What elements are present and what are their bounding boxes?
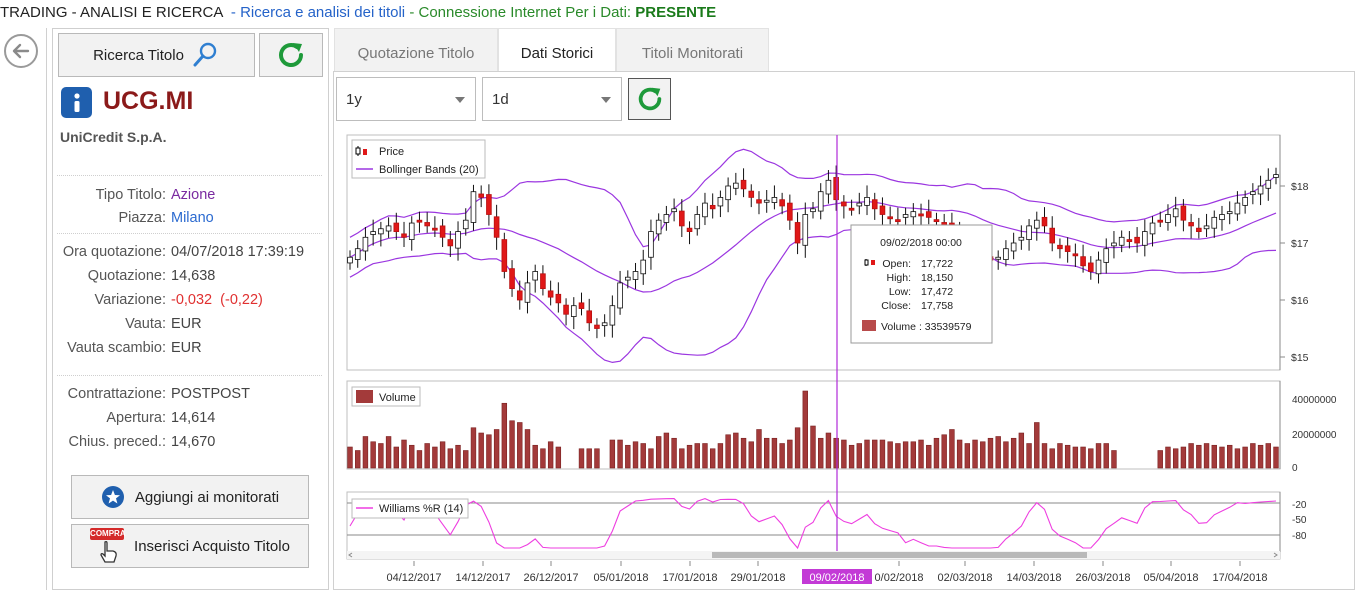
company-name: UniCredit S.p.A. [60, 129, 167, 145]
field-contrattazione: Contrattazione: POSTPOST [67, 386, 250, 402]
buy-badge: COMPRA [90, 528, 126, 540]
insert-purchase-label: Inserisci Acquisto Titolo [134, 537, 290, 555]
star-icon [101, 486, 124, 508]
stock-info-panel: Ricerca Titolo UCG.MI UniCredit S.p.A. T… [52, 28, 329, 590]
field-piazza: Piazza: Milano [118, 210, 214, 226]
buy-hand-icon: COMPRA [90, 528, 126, 564]
back-column [0, 28, 47, 590]
back-button[interactable] [4, 34, 38, 68]
divider [57, 233, 322, 234]
arrow-left-icon [12, 43, 30, 59]
field-vauta-scambio: Vauta scambio: EUR [67, 340, 202, 356]
divider [57, 375, 322, 376]
title-bar: TRADING - ANALISI E RICERCA - Ricerca e … [0, 0, 1357, 26]
field-tipo-titolo: Tipo Titolo: Azione [95, 187, 216, 203]
refresh-button[interactable] [259, 33, 323, 77]
chart-refresh-button[interactable] [628, 78, 671, 120]
app-subtitle: - Ricerca e analisi dei titoli [226, 4, 406, 21]
ticker-symbol: UCG.MI [103, 87, 194, 115]
field-ora-quotazione: Ora quotazione: 04/07/2018 17:39:19 [62, 244, 305, 260]
connection-label: - Connessione Internet Per i Dati: [409, 4, 632, 21]
refresh-icon [279, 43, 303, 67]
add-to-watchlist-label: Aggiungi ai monitorati [134, 488, 280, 506]
refresh-icon [638, 87, 661, 111]
app-title: TRADING - ANALISI E RICERCA [0, 4, 223, 21]
info-icon[interactable] [61, 87, 92, 118]
tab-dati-storici[interactable]: Dati Storici [498, 28, 616, 72]
search-icon [193, 42, 217, 67]
search-stock-label: Ricerca Titolo [93, 46, 184, 64]
add-to-watchlist-button[interactable]: Aggiungi ai monitorati [71, 475, 309, 519]
field-apertura: Apertura: 14,614 [106, 410, 216, 426]
field-vauta: Vauta: EUR [125, 316, 202, 332]
divider [57, 175, 322, 176]
field-variazione: Variazione: -0,032 (-0,22) [94, 292, 263, 308]
field-chiusura-precedente: Chius. preced.: 14,670 [68, 434, 216, 450]
period-select[interactable]: 1y [336, 77, 476, 121]
insert-purchase-button[interactable]: COMPRA Inserisci Acquisto Titolo [71, 524, 309, 568]
search-stock-button[interactable]: Ricerca Titolo [58, 33, 255, 77]
tab-quotazione-titolo[interactable]: Quotazione Titolo [334, 28, 498, 72]
interval-select[interactable]: 1d [482, 77, 622, 121]
chevron-down-icon [455, 97, 465, 103]
historical-data-panel [333, 71, 1355, 590]
connection-status: PRESENTE [635, 4, 717, 21]
tab-titoli-monitorati[interactable]: Titoli Monitorati [616, 28, 769, 72]
chevron-down-icon [601, 97, 611, 103]
field-quotazione: Quotazione: 14,638 [87, 268, 216, 284]
